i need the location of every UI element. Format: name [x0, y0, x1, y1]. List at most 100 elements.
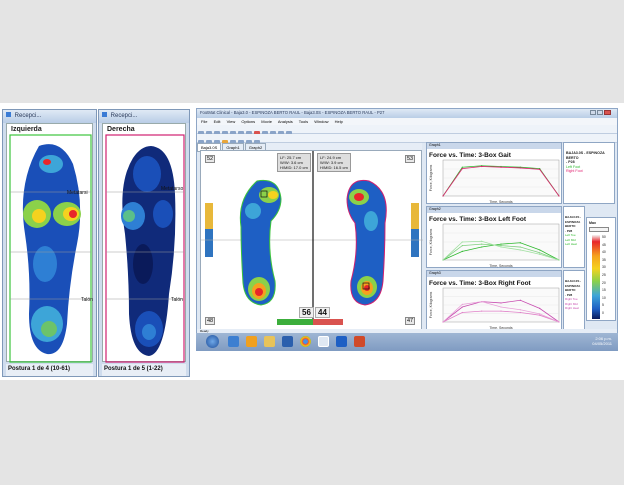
graph1-window[interactable]: Graph1 Force vs. Time: 3-Box Gait Force,…	[426, 142, 562, 204]
data-point	[558, 195, 560, 197]
data-point	[461, 250, 463, 252]
folder-icon[interactable]	[264, 336, 275, 347]
app-icon-blue[interactable]	[336, 336, 347, 347]
menu-options[interactable]: Options	[241, 119, 256, 124]
graph1-titlebar[interactable]: Graph1	[427, 143, 561, 149]
data-point	[442, 259, 444, 261]
chrome-icon[interactable]	[300, 336, 311, 347]
data-point	[500, 306, 502, 308]
data-point	[461, 306, 463, 308]
graph1-legend: BAJA3.0S - ESPINOZA BERTO - P28 Left Foo…	[566, 151, 614, 174]
maximize-icon[interactable]	[597, 110, 604, 115]
data-point	[539, 314, 541, 316]
word-icon[interactable]	[282, 336, 293, 347]
graph3-plot: Force, Kilograms Time, Seconds	[429, 287, 560, 330]
footmat-icon[interactable]	[318, 336, 329, 347]
data-point	[539, 307, 541, 309]
main-title: FootMat Clinical - Baja3.0 - ESPINOZA BE…	[200, 110, 385, 115]
left-balance-bar-top	[205, 203, 213, 229]
left-foot-label: Izquierda	[11, 126, 42, 133]
graph3-title: Force vs. Time: 3-Box Right Foot	[429, 280, 531, 287]
graph3-titlebar[interactable]: Graph3	[427, 271, 561, 277]
scale-selector[interactable]	[589, 227, 609, 232]
right-annotation-heel: Talón	[171, 297, 183, 303]
data-point	[519, 309, 521, 311]
graph2-title: Force vs. Time: 3-Box Left Foot	[429, 216, 527, 223]
right-foot-frame	[105, 134, 185, 363]
explorer-icon[interactable]	[228, 336, 239, 347]
data-point	[481, 243, 483, 245]
right-balance-bar-bottom	[411, 229, 419, 257]
graph3-window[interactable]: Graph3 Force vs. Time: 3-Box Right Foot …	[426, 270, 562, 330]
menu-file[interactable]: File	[201, 119, 208, 124]
left-foot-measurements: LF: 25.7 cm W/W: 3.6 cm H/MID: 17.0 cm	[277, 153, 311, 172]
data-point	[481, 240, 483, 242]
minimize-icon[interactable]	[590, 110, 596, 115]
menu-window[interactable]: Window	[314, 119, 329, 124]
y-axis-label: Force, Kilograms	[429, 229, 433, 256]
media-icon[interactable]	[246, 336, 257, 347]
legend-left-heel: Left Heel	[565, 242, 578, 246]
data-point	[461, 241, 463, 243]
graph2-titlebar[interactable]: Graph2	[427, 207, 561, 213]
color-scale-bar	[592, 235, 600, 319]
main-app-window[interactable]: FootMat Clinical - Baja3.0 - ESPINOZA BE…	[196, 108, 618, 334]
data-point	[481, 246, 483, 248]
data-point	[461, 245, 463, 247]
x-axis-label: Time, Seconds	[489, 200, 512, 204]
data-point	[461, 166, 463, 168]
left-pressure-map: Izquierda Metatarsi Talón	[6, 123, 93, 363]
dual-foot-view: 52 53 48 47 LF: 25.7 cm W/W: 3.6 cm H/MI…	[200, 150, 423, 330]
left-annotation-heel: Talón	[81, 297, 93, 303]
clock[interactable]: 2:06 p.m. 04/05/2011	[592, 336, 612, 346]
menu-analysis[interactable]: Analysis	[277, 119, 293, 124]
menu-tools[interactable]: Tools	[298, 119, 309, 124]
start-button[interactable]	[206, 335, 219, 348]
main-titlebar[interactable]: FootMat Clinical - Baja3.0 - ESPINOZA BE…	[197, 109, 617, 118]
data-point	[500, 245, 502, 247]
right-load-percent: 44	[315, 307, 330, 318]
legend-right-mid: Right Mid	[565, 301, 578, 306]
menu-movie[interactable]: Movie	[261, 119, 272, 124]
left-load-bar	[277, 319, 313, 325]
data-point	[558, 259, 560, 261]
right-window-titlebar[interactable]: Recepci...	[99, 110, 189, 123]
data-point	[539, 249, 541, 251]
powerpoint-icon[interactable]	[354, 336, 365, 347]
menu-edit[interactable]: Edit	[213, 119, 221, 124]
data-point	[500, 310, 502, 312]
status-bar: Ready	[197, 329, 617, 333]
graph1-plot: Force, Kilograms Time, Seconds	[429, 159, 560, 204]
window-controls[interactable]	[590, 110, 614, 116]
data-point	[481, 165, 483, 168]
right-pressure-map: Derecha Metatarso Talón	[102, 123, 186, 363]
y-axis-label: Force, Kilograms	[429, 165, 433, 192]
app-icon	[102, 112, 107, 117]
data-point	[481, 301, 483, 303]
data-point	[442, 321, 444, 323]
legend-right-foot: Right Foot	[566, 169, 583, 173]
graph3-legend-panel: BAJA3.0S - ESPINOZA BERTO - P28 Right To…	[563, 270, 585, 330]
data-point	[519, 242, 521, 244]
left-window-titlebar[interactable]: Recepci...	[3, 110, 96, 123]
right-balance-bar-top	[411, 203, 419, 229]
left-foot-window[interactable]: Recepci... Izquierda Metatarsi Talón Pos…	[2, 109, 97, 377]
graph2-window[interactable]: Graph2 Force vs. Time: 3-Box Left Foot F…	[426, 206, 562, 268]
data-point	[461, 311, 463, 314]
left-balance-bar-bottom	[205, 229, 213, 257]
right-foot-measurements: LF: 24.9 cm W/W: 3.9 cm H/MID: 16.5 cm	[317, 153, 351, 172]
menu-bar: File Edit View Options Movie Analysis To…	[197, 118, 617, 125]
left-window-title: Recepci...	[14, 113, 42, 119]
close-icon[interactable]	[604, 110, 612, 115]
scale-ticks: 50 45 40 35 30 25 20 15 10 5 0	[602, 235, 606, 315]
scale-header: Max	[589, 221, 596, 225]
right-foot-window[interactable]: Recepci... Derecha Metatarso Talón Postu…	[98, 109, 190, 377]
menu-help[interactable]: Help	[334, 119, 343, 124]
sensor-count-top-right: 53	[405, 155, 416, 163]
data-point	[461, 168, 463, 170]
data-point	[442, 195, 444, 197]
data-point	[481, 310, 483, 312]
x-axis-label: Time, Seconds	[489, 264, 512, 268]
data-point	[461, 303, 463, 305]
menu-view[interactable]: View	[226, 119, 236, 124]
